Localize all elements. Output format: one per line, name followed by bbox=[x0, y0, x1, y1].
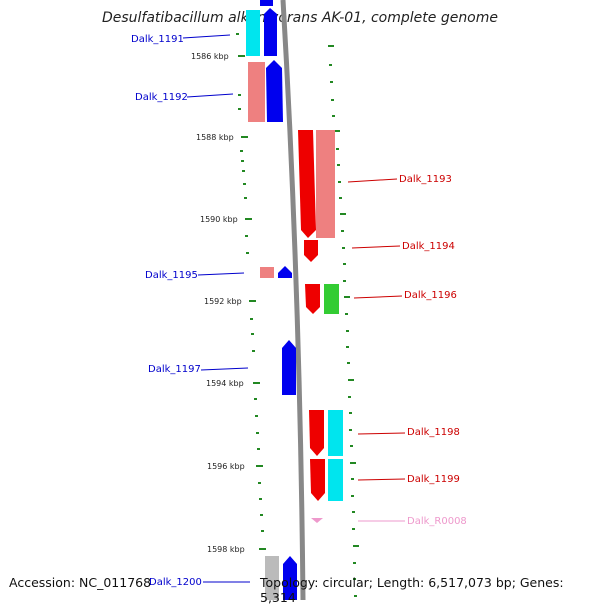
gene-label-dalk-1200: Dalk_1200 bbox=[149, 577, 202, 588]
gene-feature-dalk-1200-grey[interactable] bbox=[265, 556, 279, 600]
gene-feature-dalk-1191-cyan[interactable] bbox=[246, 10, 260, 56]
ticks-left bbox=[236, 33, 264, 532]
tick-label-1588: 1588 kbp bbox=[196, 133, 234, 142]
gene-feature-dalk-1199-reverse[interactable] bbox=[310, 459, 325, 501]
leader-lines bbox=[182, 34, 406, 583]
ticks-right bbox=[328, 45, 359, 597]
gene-features bbox=[246, 0, 343, 600]
gene-label-dalk-1198: Dalk_1198 bbox=[407, 427, 460, 438]
gene-labels: Dalk_1191 Dalk_1192 Dalk_1195 Dalk_1197 … bbox=[131, 34, 467, 588]
gene-label-dalk-1193: Dalk_1193 bbox=[399, 174, 452, 185]
gene-label-dalk-1197: Dalk_1197 bbox=[148, 364, 201, 375]
gene-feature-dalk-1200-forward[interactable] bbox=[283, 556, 297, 600]
gene-feature-dalk-1198-reverse[interactable] bbox=[309, 410, 324, 456]
tick-label-1586: 1586 kbp bbox=[191, 52, 229, 61]
genome-backbone bbox=[280, 0, 306, 600]
tick-label-1590: 1590 kbp bbox=[200, 215, 238, 224]
gene-feature-dalk-1195-forward[interactable] bbox=[278, 266, 292, 278]
gene-feature-dalk-1192-forward[interactable] bbox=[266, 60, 283, 122]
gene-label-dalk-r0008: Dalk_R0008 bbox=[407, 516, 467, 527]
tick-label-1594: 1594 kbp bbox=[206, 379, 244, 388]
gene-feature-top-forward[interactable] bbox=[260, 0, 273, 6]
map-title: Desulfatibacillum alkenivorans AK-01, co… bbox=[101, 10, 499, 26]
gene-label-dalk-1192: Dalk_1192 bbox=[135, 92, 188, 103]
gene-feature-dalk-1191-forward[interactable] bbox=[264, 8, 277, 56]
tick-label-1598: 1598 kbp bbox=[207, 545, 245, 554]
axis-labels: 1586 kbp 1588 kbp 1590 kbp 1592 kbp 1594… bbox=[191, 52, 245, 554]
gene-feature-dalk-1196-reverse[interactable] bbox=[305, 284, 320, 314]
gene-feature-dalk-1193-reverse[interactable] bbox=[298, 130, 316, 238]
gene-feature-dalk-1195-salmon[interactable] bbox=[260, 267, 274, 278]
gene-feature-dalk-1192-salmon[interactable] bbox=[248, 62, 265, 122]
gene-feature-dalk-1197-forward[interactable] bbox=[282, 340, 296, 395]
tick-label-1592: 1592 kbp bbox=[204, 297, 242, 306]
major-ticks-left bbox=[238, 55, 266, 550]
gene-label-dalk-1196: Dalk_1196 bbox=[404, 290, 457, 301]
gene-feature-dalk-1196-green[interactable] bbox=[324, 284, 339, 314]
gene-feature-dalk-1194-reverse[interactable] bbox=[304, 240, 318, 262]
gene-feature-dalk-1199-cyan[interactable] bbox=[328, 459, 343, 501]
gene-feature-dalk-1193-salmon[interactable] bbox=[316, 130, 335, 238]
gene-label-dalk-1199: Dalk_1199 bbox=[407, 474, 460, 485]
gene-feature-dalk-r0008-rna[interactable] bbox=[311, 518, 323, 523]
gene-label-dalk-1191: Dalk_1191 bbox=[131, 34, 184, 45]
tick-label-1596: 1596 kbp bbox=[207, 462, 245, 471]
genome-info-text: Topology: circular; Length: 6,517,073 bp… bbox=[260, 575, 564, 605]
gene-feature-dalk-1198-cyan[interactable] bbox=[328, 410, 343, 456]
gene-label-dalk-1194: Dalk_1194 bbox=[402, 241, 455, 252]
accession-text: Accession: NC_011768 bbox=[9, 575, 152, 590]
gene-label-dalk-1195: Dalk_1195 bbox=[145, 270, 198, 281]
